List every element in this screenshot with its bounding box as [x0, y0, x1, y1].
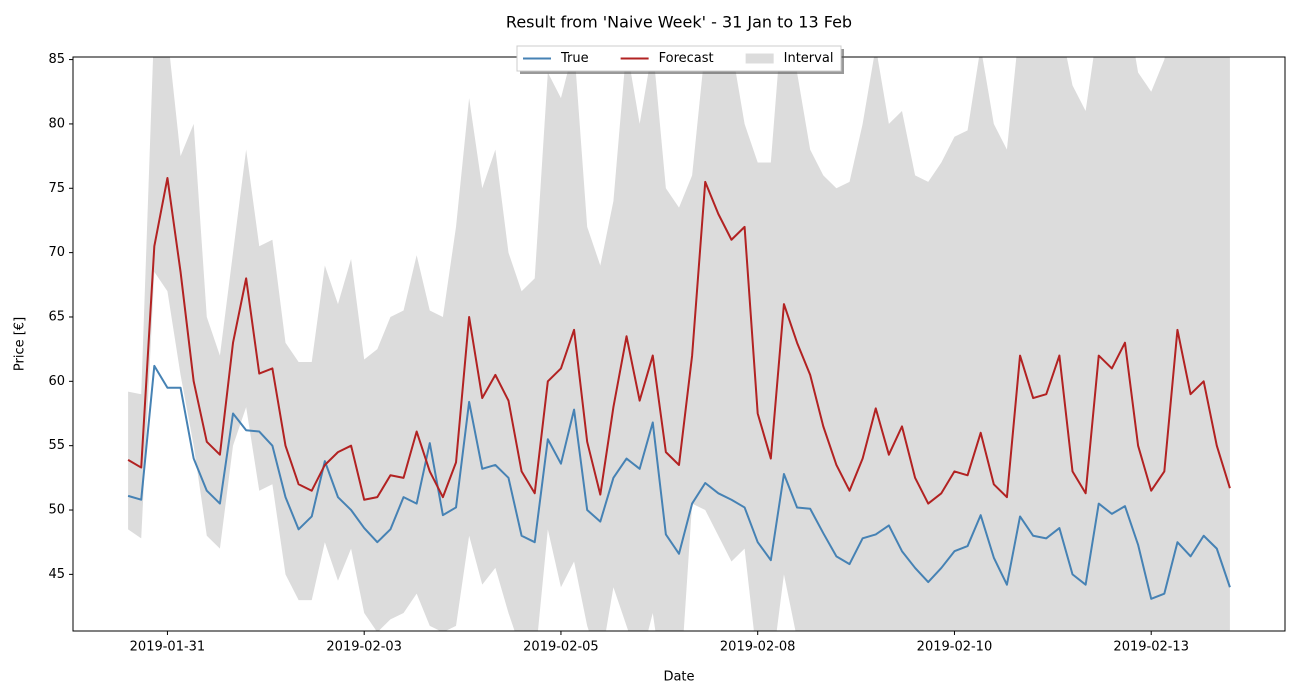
legend-label: Forecast — [659, 51, 714, 66]
legend: True Forecast Interval — [516, 45, 844, 74]
y-tick-label: 70 — [48, 245, 65, 260]
legend-label: Interval — [784, 51, 834, 66]
x-tick-label: 2019-02-13 — [1113, 640, 1189, 655]
x-tick-label: 2019-01-31 — [130, 640, 206, 655]
x-tick-label: 2019-02-05 — [523, 640, 599, 655]
y-tick-label: 75 — [48, 181, 65, 196]
axes: 45 50 55 60 65 70 75 80 85 2019-01-31 2019-02-03 20… — [48, 52, 1286, 655]
legend-label: True — [560, 51, 589, 66]
y-tick-label: 65 — [48, 309, 65, 324]
y-tick-label: 45 — [48, 567, 65, 582]
series-line — [127, 364, 1231, 600]
y-tick-label: 85 — [48, 52, 65, 67]
y-tick-label: 80 — [48, 116, 65, 131]
series-line — [127, 176, 1231, 505]
y-axis-label: Price [€] — [13, 317, 28, 371]
chart-title: Result from 'Naive Week' - 31 Jan to 13 … — [506, 13, 852, 32]
interval-band — [128, 57, 1230, 631]
x-axis-label: Date — [663, 670, 694, 685]
y-tick-label: 60 — [48, 374, 65, 389]
plot-area — [127, 57, 1231, 631]
x-tick-label: 2019-02-03 — [326, 640, 402, 655]
y-tick-label: 55 — [48, 438, 65, 453]
legend-box — [516, 45, 842, 72]
x-tick-label: 2019-02-10 — [917, 640, 993, 655]
legend-swatch — [745, 53, 774, 64]
y-tick-label: 50 — [48, 503, 65, 518]
x-tick-label: 2019-02-08 — [720, 640, 796, 655]
